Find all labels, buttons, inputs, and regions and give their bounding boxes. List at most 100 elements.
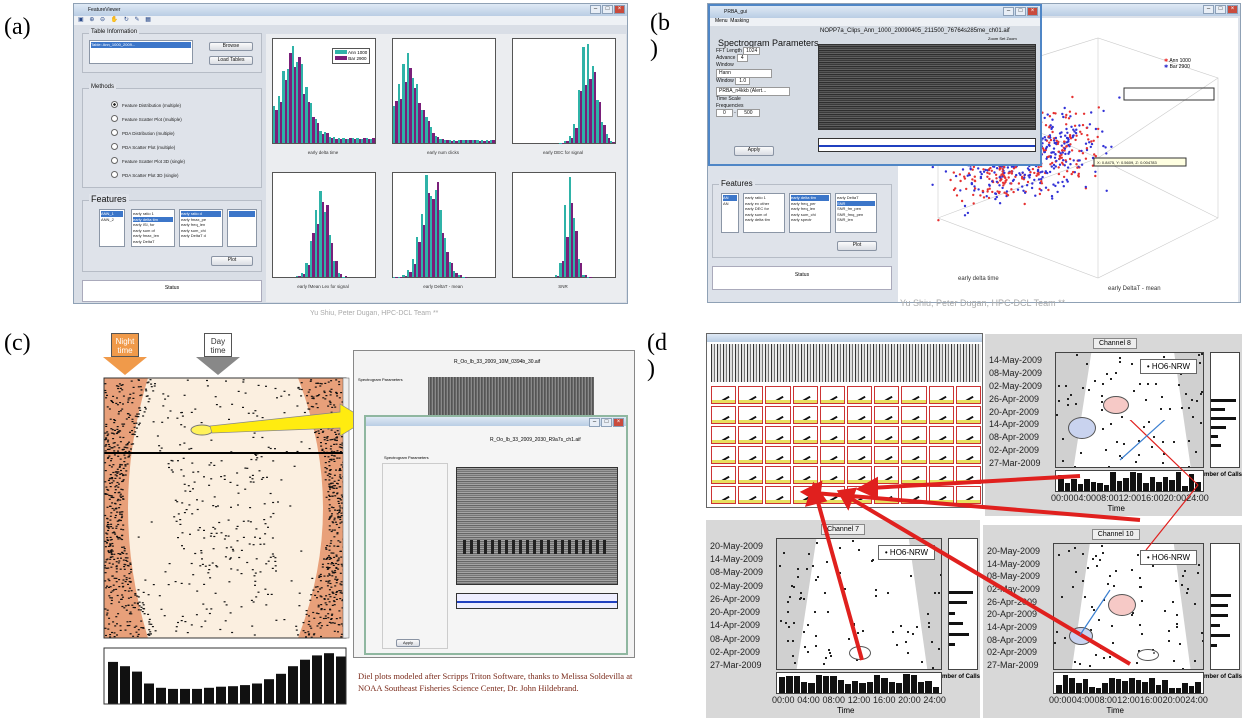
maximize-button[interactable]: □ [1215,5,1226,14]
clip-thumbnail[interactable] [955,406,981,424]
apply-button-c[interactable]: Apply [396,639,420,647]
clip-thumbnail[interactable] [874,486,900,504]
list-item[interactable]: early sum of [745,211,767,217]
close-button[interactable]: × [613,418,624,427]
clip-thumbnail[interactable] [901,446,927,464]
clip-thumbnail[interactable] [819,406,845,424]
clip-thumbnail[interactable] [765,486,791,504]
list-item[interactable]: early delta tim [133,216,173,222]
clip-thumbnail[interactable] [765,386,791,404]
clip-thumbnail[interactable] [792,426,818,444]
clip-thumbnail[interactable] [955,446,981,464]
clip-thumbnail[interactable] [738,426,764,444]
clip-thumbnail[interactable] [901,426,927,444]
list-item[interactable]: early DeltaT d [181,233,206,238]
clip-thumbnail[interactable] [792,466,818,484]
clip-thumbnail[interactable] [711,486,737,504]
list-item[interactable]: early freq_len [181,222,206,227]
clip-thumbnail[interactable] [847,446,873,464]
minimize-button[interactable]: – [1203,5,1214,14]
clip-thumbnail[interactable] [901,406,927,424]
method-radio[interactable]: PDA Scatter Plot (multiple) [111,143,175,150]
advance-input[interactable]: 4 [736,54,748,62]
clip-thumbnail[interactable] [792,406,818,424]
method-radio[interactable]: Feature Scatter Plot 3D (single) [111,157,185,164]
list-item[interactable]: early spectr [791,217,812,222]
method-radio[interactable]: PDA Scatter Plot 3D (single) [111,171,179,178]
clip-thumbnail[interactable] [738,406,764,424]
table-listbox[interactable]: Table: Ann_1000_2009... [89,40,193,64]
clip-thumbnail[interactable] [874,386,900,404]
clip-thumbnail[interactable] [901,466,927,484]
feature-list-b1[interactable]: AN AN [721,193,739,233]
fft-input[interactable]: 1024 [743,47,761,55]
list-item[interactable]: early freq_len [791,206,816,211]
method-radio[interactable]: Feature Scatter Plot (multiple) [111,115,182,122]
clip-thumbnail[interactable] [955,486,981,504]
list-item[interactable] [229,211,255,217]
clip-thumbnail[interactable] [792,386,818,404]
maximize-button[interactable]: □ [602,5,613,14]
clip-thumbnail[interactable] [738,486,764,504]
clip-thumbnail[interactable] [928,406,954,424]
close-button[interactable]: × [614,5,625,14]
list-item[interactable]: early freq_per [791,200,816,206]
list-item[interactable]: SNR_fm_pen [837,206,862,211]
clip-thumbnail[interactable] [928,446,954,464]
clip-thumbnail[interactable] [738,466,764,484]
clip-thumbnail[interactable] [901,486,927,504]
clip-thumbnail[interactable] [765,406,791,424]
minimize-button[interactable]: – [1003,7,1014,16]
list-item[interactable]: ANN_1 [101,211,123,217]
detector-select[interactable]: PRBA_n4kkb (Alert... [716,87,790,96]
window2-input[interactable]: 1.0 [735,77,751,85]
clip-thumbnail[interactable] [819,446,845,464]
method-radio[interactable]: Feature Distribution (multiple) [111,101,181,108]
clip-thumbnail[interactable] [819,486,845,504]
feature-list-b2[interactable]: early ratio 1 early ex other early DEC for… [743,193,785,233]
clip-thumbnail[interactable] [874,446,900,464]
minimize-button[interactable]: – [589,418,600,427]
list-item[interactable]: early sum_chi [181,227,206,233]
clip-thumbnail[interactable] [874,466,900,484]
method-radio[interactable]: PDA Distribution (multiple) [111,129,175,136]
plot-button-b[interactable]: Plot [837,241,877,251]
apply-button[interactable]: Apply [734,146,774,156]
clip-thumbnail[interactable] [955,386,981,404]
clip-thumbnail[interactable] [738,446,764,464]
list-item[interactable]: early delta tim [745,217,770,222]
close-button[interactable]: × [1227,5,1238,14]
list-item[interactable]: early delta tim [791,195,829,201]
list-item[interactable]: SNR [837,200,875,206]
clip-thumbnail[interactable] [765,466,791,484]
list-item[interactable]: AN [723,195,737,201]
clip-thumbnail[interactable] [819,386,845,404]
feature-list-4[interactable] [227,209,257,247]
menu-item[interactable]: Masking [730,18,749,24]
freq-max-input[interactable]: 500 [737,109,760,117]
clip-thumbnail[interactable] [955,466,981,484]
list-item[interactable]: AN [723,200,729,206]
table-item[interactable]: Table: Ann_1000_2009... [91,42,191,48]
maximize-button[interactable]: □ [1015,7,1026,16]
clip-thumbnail[interactable] [711,386,737,404]
clip-thumbnail[interactable] [928,486,954,504]
clip-thumbnail[interactable] [792,486,818,504]
list-item[interactable]: early DeltaT [133,238,155,244]
load-tables-button[interactable]: Load Tables [209,56,253,65]
list-item[interactable]: early fmax_pe [181,216,207,222]
list-item[interactable]: SNR_len [837,217,854,222]
plot-button[interactable]: Plot [211,256,253,266]
clip-thumbnail[interactable] [874,426,900,444]
clip-thumbnail[interactable] [765,446,791,464]
clip-thumbnail[interactable] [792,446,818,464]
close-button[interactable]: × [1027,7,1038,16]
list-item[interactable]: early ex other [745,200,770,206]
minimize-button[interactable]: – [590,5,601,14]
list-item[interactable]: ANN_2 [101,216,114,222]
list-item[interactable]: early ratio d [181,211,221,217]
list-item[interactable]: early DEC for [745,206,770,211]
list-item[interactable]: SNR_fmq_pen [837,211,864,217]
clip-thumbnail[interactable] [711,426,737,444]
list-item[interactable]: early DeltaT [837,195,859,200]
